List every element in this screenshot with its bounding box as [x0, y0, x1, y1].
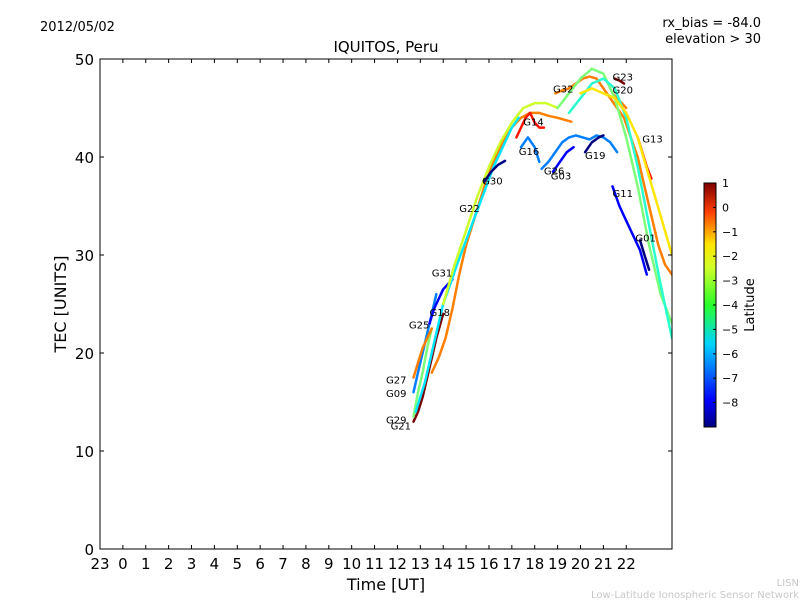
x-tick-label: 3: [187, 555, 197, 573]
satellite-label: G29: [386, 416, 406, 427]
series-line-g11: [611, 185, 649, 276]
y-axis-label: TEC [UNITS]: [51, 256, 70, 354]
satellite-label: G31: [432, 269, 452, 280]
series-line-g23: [613, 77, 626, 85]
x-tick-label: 5: [233, 555, 243, 573]
y-tick-label: 10: [75, 443, 94, 461]
satellite-label: G11: [613, 189, 633, 200]
satellite-label: G18: [429, 308, 449, 319]
axis-ticks: 23 0 1 2 3 4 5 6 7 8 9 10 11 12 13 14 15 16 17 18 19 20 21 2201…: [75, 51, 672, 573]
x-tick-label: 2: [164, 555, 174, 573]
series-line-g16: [519, 136, 541, 164]
y-tick-label: 40: [75, 149, 94, 167]
colorbar-tick-label: 1: [722, 177, 729, 190]
colorbar-ticks: 1 0 −1 −2 −3 −4 −5 −6 −7 −8: [713, 177, 738, 410]
colorbar-tick-label: −2: [722, 250, 738, 263]
x-tick-label: 21: [594, 555, 613, 573]
satellite-label: G20: [613, 85, 633, 96]
satellite-label: G09: [386, 389, 406, 400]
x-tick-label: 14: [434, 555, 453, 573]
satellite-label: G27: [386, 375, 406, 386]
date-label: 2012/05/02: [40, 20, 115, 35]
x-tick-label: 1: [141, 555, 151, 573]
x-tick-label: 10: [342, 555, 361, 573]
x-tick-label: 4: [210, 555, 220, 573]
y-tick-label: 50: [75, 51, 94, 69]
x-tick-label: 20: [571, 555, 590, 573]
satellite-label: G13: [642, 134, 662, 145]
colorbar-tick-label: −3: [722, 275, 738, 288]
footer-network: Low-Latitude Ionospheric Sensor Network: [591, 590, 799, 600]
x-tick-label: 6: [255, 555, 265, 573]
rx-bias-label: rx_bias = -84.0: [662, 16, 761, 31]
satellite-label: G03: [551, 172, 571, 183]
x-tick-label: 8: [301, 555, 311, 573]
x-tick-label: 15: [457, 555, 476, 573]
x-tick-label: 7: [278, 555, 288, 573]
colorbar-tick-label: −5: [722, 323, 738, 336]
x-tick-label: 18: [525, 555, 544, 573]
series-line-g27: [412, 327, 434, 379]
series-line-g26: [540, 134, 619, 171]
footer-lisn: LISN: [777, 578, 799, 589]
satellite-label: G21: [391, 421, 411, 432]
satellite-label: G23: [613, 73, 633, 84]
x-axis-label: Time [UT]: [346, 575, 425, 594]
x-tick-label: 9: [324, 555, 334, 573]
series-line-g14: [515, 111, 546, 139]
satellite-label: G32: [553, 84, 573, 95]
plot-frame: [99, 58, 673, 550]
series-line-g01: [638, 239, 651, 271]
y-tick-label: 30: [75, 247, 94, 265]
y-tick-label: 0: [84, 541, 94, 559]
satellite-label: G01: [635, 233, 655, 244]
series-line-g22: [441, 101, 559, 306]
satellite-label: G19: [585, 151, 605, 162]
x-tick-label: 13: [411, 555, 430, 573]
colorbar-tick-label: −1: [722, 226, 738, 239]
series-line-g30: [483, 159, 507, 183]
elevation-label: elevation > 30: [665, 32, 761, 47]
series-line-g18: [430, 111, 573, 374]
series-line-g31: [414, 116, 520, 414]
satellite-label: G25: [409, 321, 429, 332]
x-tick-label: 17: [502, 555, 521, 573]
colorbar-tick-label: −7: [722, 372, 738, 385]
series-line-g19: [583, 134, 605, 154]
satellite-label: G16: [519, 147, 539, 158]
series-line-g29: [412, 327, 434, 418]
x-tick-label: 19: [548, 555, 567, 573]
x-tick-label: 11: [365, 555, 384, 573]
series-line-g03: [551, 145, 575, 173]
x-tick-label: 12: [388, 555, 407, 573]
colorbar-tick-label: 0: [722, 201, 729, 214]
colorbar-tick-label: −8: [722, 397, 738, 410]
colorbar-tick-label: −4: [722, 299, 738, 312]
satellite-label: G14: [523, 118, 543, 129]
satellite-label: G26: [544, 167, 564, 178]
series-line: [579, 87, 672, 257]
y-tick-label: 20: [75, 345, 94, 363]
x-tick-label: 16: [479, 555, 498, 573]
chart-title: IQUITOS, Peru: [333, 38, 438, 56]
x-tick-label: 23: [90, 555, 109, 573]
colorbar-tick-label: −6: [722, 348, 738, 361]
satellite-label: G30: [482, 176, 502, 187]
x-tick-label: 22: [617, 555, 636, 573]
series-lines: [412, 67, 672, 423]
colorbar-label: Latitude: [743, 278, 758, 332]
satellite-label: G22: [459, 204, 479, 215]
x-tick-label: 0: [118, 555, 128, 573]
